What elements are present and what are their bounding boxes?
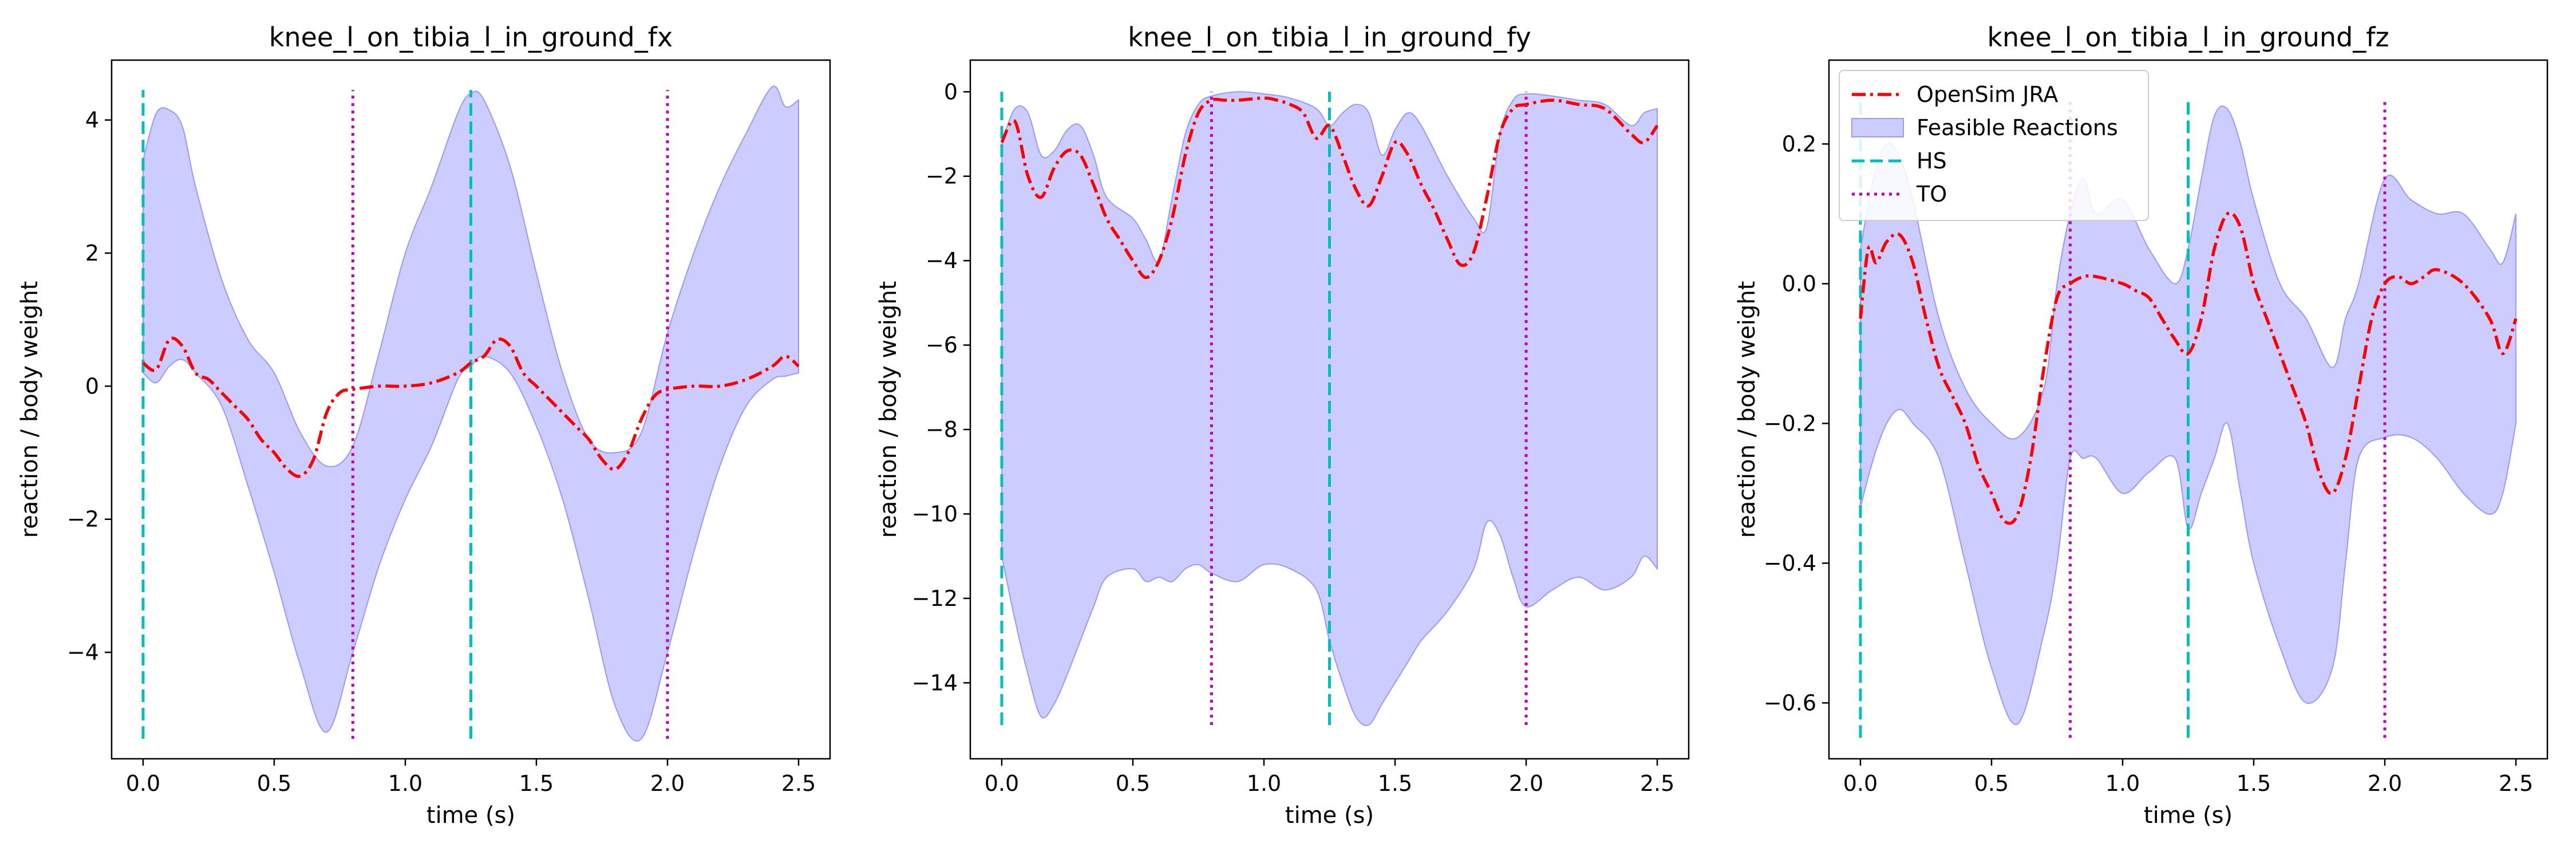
legend-label: Feasible Reactions	[1917, 115, 2118, 140]
x-tick-label: 0.5	[257, 771, 291, 796]
opensim-jra-line	[142, 336, 800, 478]
y-tick-label: 4	[85, 108, 99, 133]
y-tick-label: −12	[912, 586, 958, 611]
y-tick-label: 2	[85, 241, 99, 266]
subplot-fx: knee_l_on_tibia_l_in_ground_fx time (s) …	[17, 22, 831, 829]
x-tick-label: 0.5	[1974, 771, 2009, 796]
y-tick-label: −0.2	[1764, 411, 1816, 436]
chart-title: knee_l_on_tibia_l_in_ground_fy	[1128, 22, 1531, 53]
y-tick-label: 0	[85, 373, 99, 399]
y-tick-label: −2	[67, 507, 99, 532]
feasible-reactions-band	[143, 85, 799, 742]
x-tick-label: 1.5	[2237, 771, 2271, 796]
legend-box	[1839, 70, 2149, 221]
y-tick-label: −4	[926, 248, 958, 273]
x-tick-label: 0.0	[985, 771, 1019, 796]
x-tick-label: 1.0	[2105, 771, 2140, 796]
x-tick-label: 1.0	[1247, 771, 1281, 796]
x-tick-label: 0.0	[126, 771, 160, 796]
x-tick-label: 2.0	[2368, 771, 2402, 796]
y-tick-label: 0	[944, 79, 958, 104]
x-axis-label: time (s)	[2144, 802, 2233, 829]
chart-title: knee_l_on_tibia_l_in_ground_fx	[269, 22, 673, 53]
x-tick-label: 1.5	[519, 771, 554, 796]
y-tick-label: −4	[67, 640, 99, 665]
y-axis-label: reaction / body weight	[875, 281, 902, 538]
y-tick-label: −8	[926, 417, 958, 442]
plot-area	[1000, 91, 1659, 726]
y-tick-label: −2	[926, 164, 958, 189]
legend-swatch-band	[1851, 118, 1904, 137]
subplot-fz: knee_l_on_tibia_l_in_ground_fz time (s) …	[1734, 22, 2549, 829]
y-tick-label: −14	[912, 670, 958, 695]
x-tick-label: 2.5	[2499, 771, 2533, 796]
chart-title: knee_l_on_tibia_l_in_ground_fz	[1987, 22, 2389, 53]
legend-label: HS	[1917, 148, 1947, 174]
x-axis-label: time (s)	[426, 802, 515, 829]
axes-frame	[969, 59, 1690, 760]
subplot-fy: knee_l_on_tibia_l_in_ground_fy time (s) …	[875, 22, 1690, 829]
opensim-jra-line	[1000, 96, 1659, 279]
y-axis-label: reaction / body weight	[17, 281, 43, 538]
axes-frame	[1828, 59, 2549, 760]
x-tick-label: 1.0	[388, 771, 422, 796]
x-tick-label: 0.0	[1843, 771, 1878, 796]
x-tick-label: 2.5	[781, 771, 816, 796]
axes-frame	[110, 59, 831, 760]
y-tick-label: 0.2	[1782, 131, 1816, 156]
legend-label: OpenSim JRA	[1917, 82, 2058, 107]
legend-label: TO	[1916, 182, 1947, 207]
legend: OpenSim JRA Feasible Reactions HS TO	[1839, 70, 2149, 221]
x-tick-label: 0.5	[1116, 771, 1150, 796]
y-axis-label: reaction / body weight	[1734, 281, 1760, 538]
y-tick-label: −10	[912, 501, 958, 526]
x-tick-label: 1.5	[1378, 771, 1412, 796]
x-tick-label: 2.0	[650, 771, 685, 796]
opensim-jra-line	[1859, 211, 2518, 525]
x-axis-label: time (s)	[1285, 802, 1374, 829]
x-tick-label: 2.0	[1509, 771, 1543, 796]
x-tick-label: 2.5	[1640, 771, 1674, 796]
plot-area	[1859, 102, 2518, 738]
y-tick-label: −0.6	[1764, 690, 1816, 715]
y-tick-label: 0.0	[1782, 271, 1816, 296]
y-tick-label: −6	[926, 333, 958, 358]
plot-area	[141, 85, 800, 742]
y-tick-label: −0.4	[1764, 550, 1816, 576]
